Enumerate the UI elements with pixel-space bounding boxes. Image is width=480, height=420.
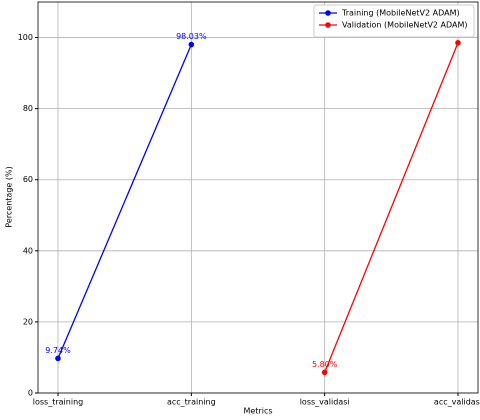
value-label: 9.74% <box>45 346 71 355</box>
legend-label: Training (MobileNetV2 ADAM) <box>341 9 460 18</box>
legend-box <box>313 4 475 38</box>
data-point <box>55 355 61 362</box>
legend-label: Validation (MobileNetV2 ADAM) <box>342 21 468 30</box>
value-label: 98.03% <box>176 32 207 41</box>
y-tick-label: 20 <box>23 317 33 326</box>
data-point <box>188 41 195 48</box>
data-point <box>455 40 461 46</box>
x-tick-label: acc_training <box>167 398 216 407</box>
x-axis-label: Metrics <box>243 407 272 416</box>
x-tick-label: loss_validasi <box>300 398 350 407</box>
x-tick-label: loss_training <box>33 398 83 407</box>
data-point <box>321 369 328 376</box>
y-tick-label: 60 <box>23 175 33 184</box>
plot-frame <box>37 1 479 394</box>
series-line <box>324 42 459 373</box>
legend-marker <box>325 22 331 28</box>
legend-marker <box>325 10 331 16</box>
y-tick-label: 100 <box>18 33 33 42</box>
y-tick-label: 0 <box>28 389 33 398</box>
y-tick-label: 40 <box>23 246 33 255</box>
y-axis-label: Percentage (%) <box>5 166 14 227</box>
x-tick-label: acc_validasi <box>434 398 480 407</box>
y-tick-label: 80 <box>23 104 33 113</box>
series-line <box>57 44 192 359</box>
value-label: 5.80% <box>312 360 338 369</box>
